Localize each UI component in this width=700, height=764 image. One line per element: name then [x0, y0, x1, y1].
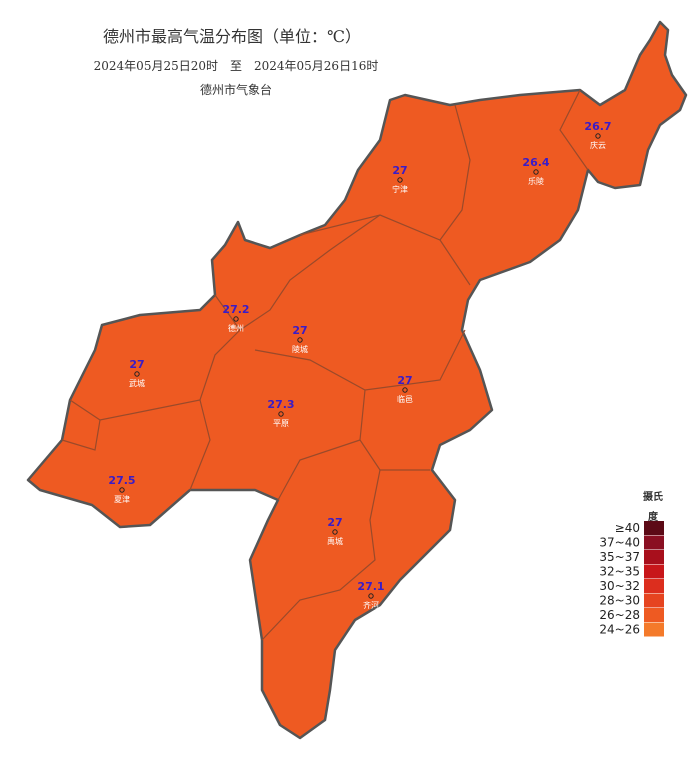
station-name: 宁津: [392, 184, 408, 194]
legend-swatch: [644, 579, 664, 593]
legend-swatch: [644, 564, 664, 579]
station-dot: [368, 593, 374, 599]
period: 2024年05月25日20时 至 2024年05月26日16时: [94, 59, 379, 73]
station-name: 禹城: [327, 537, 343, 546]
legend-swatch: [644, 622, 664, 637]
legend-swatch: [644, 593, 664, 608]
station-value: 26.4: [522, 156, 549, 169]
agency: 德州市气象台: [200, 82, 272, 97]
station-dot: [397, 177, 403, 183]
station-dot: [402, 387, 408, 393]
station-value: 27: [292, 324, 307, 337]
legend-swatch: [644, 535, 664, 550]
station-dot: [297, 337, 303, 343]
legend-label: 28~30: [599, 594, 640, 608]
station-name: 陵城: [292, 345, 308, 354]
legend-label: 32~35: [599, 565, 640, 579]
station-value: 27.3: [267, 398, 294, 411]
station-dot: [278, 411, 284, 417]
legend-label: 24~26: [599, 623, 640, 637]
station-name: 临邑: [397, 394, 413, 404]
station-value: 27.5: [108, 474, 135, 487]
station-value: 27: [327, 516, 342, 529]
station-name: 夏津: [114, 494, 130, 504]
station-name: 齐河: [363, 600, 379, 610]
station-value: 27.2: [222, 303, 249, 316]
legend-label: 37~40: [599, 536, 640, 550]
legend-label: 26~28: [599, 608, 640, 622]
station-dot: [233, 316, 239, 322]
station-dot: [134, 371, 140, 377]
legend-label: 35~37: [599, 550, 640, 564]
title: 德州市最高气温分布图（单位：℃）: [103, 27, 361, 46]
region: [26, 20, 688, 740]
station-name: 德州: [228, 323, 244, 333]
legend-label: ≥40: [615, 521, 640, 535]
station-value: 27: [129, 358, 144, 371]
station-name: 平原: [273, 419, 289, 428]
station-value: 27: [397, 374, 412, 387]
station-dot: [533, 169, 539, 175]
station-dot: [119, 487, 125, 493]
station-dot: [595, 133, 601, 139]
station-name: 庆云: [590, 140, 606, 150]
legend-label: 30~32: [599, 579, 640, 593]
station-name: 武城: [129, 378, 145, 388]
station-value: 26.7: [584, 120, 611, 133]
station-name: 乐陵: [528, 176, 544, 186]
station-value: 27.1: [357, 580, 384, 593]
legend-swatch: [644, 550, 664, 564]
legend-swatch: [644, 521, 664, 535]
station-value: 27: [392, 164, 407, 177]
county-borders: [61, 89, 589, 641]
station-dot: [332, 529, 338, 535]
legend-swatch: [644, 608, 664, 622]
legend-title: 摄氏度: [643, 492, 663, 523]
